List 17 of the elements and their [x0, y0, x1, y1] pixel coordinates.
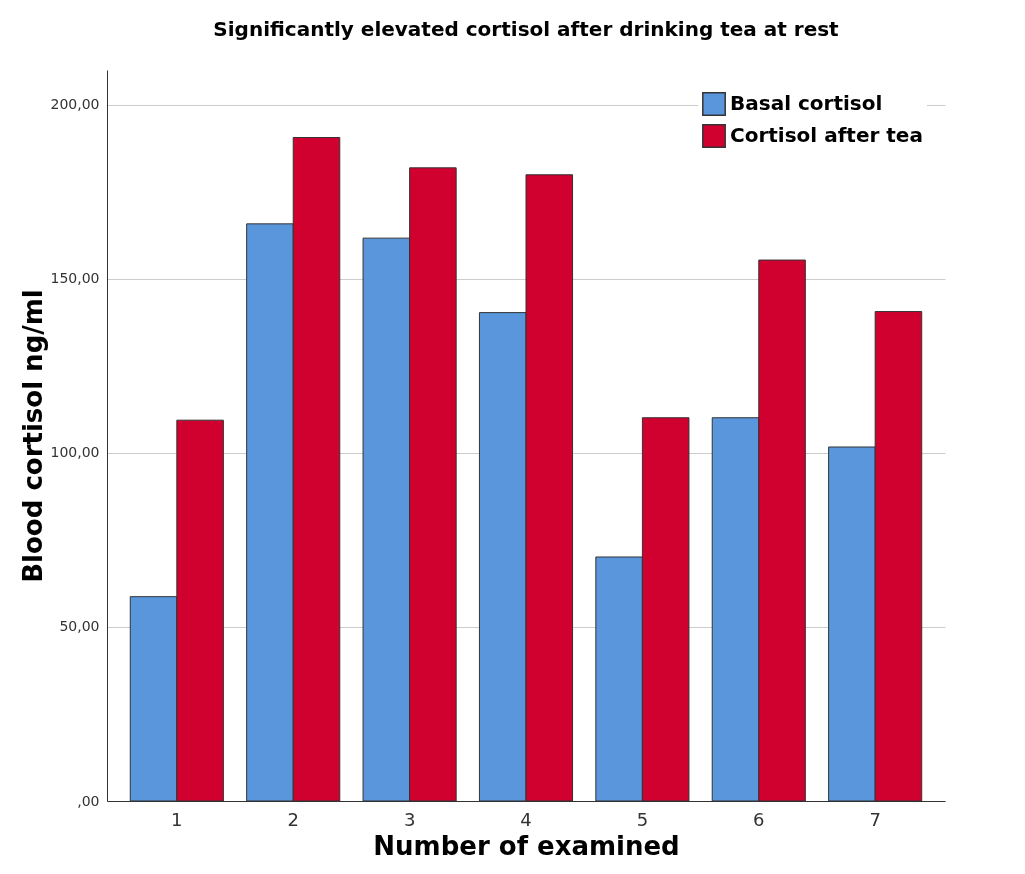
x-tick-label: 4: [520, 808, 532, 830]
y-tick-label: ,00: [77, 792, 100, 809]
y-tick-label: 100,00: [50, 444, 100, 461]
chart-title: Significantly elevated cortisol after drinking tea at rest: [213, 17, 840, 41]
x-tick-label: 3: [403, 808, 416, 830]
x-tick-label: 2: [287, 808, 299, 830]
legend-label: Cortisol after tea: [730, 123, 923, 147]
y-tick-label: 200,00: [50, 96, 100, 113]
x-tick-label: 1: [171, 808, 183, 830]
x-tick-label: 6: [753, 808, 765, 830]
x-axis-title: Number of examined: [373, 830, 680, 861]
y-tick-label: 50,00: [59, 618, 100, 635]
y-axis-title: Blood cortisol ng/ml: [17, 289, 48, 583]
y-tick-label: 150,00: [50, 270, 100, 287]
x-tick-label: 5: [636, 808, 649, 830]
x-tick-label: 7: [869, 808, 881, 830]
legend-label: Basal cortisol: [730, 91, 883, 115]
